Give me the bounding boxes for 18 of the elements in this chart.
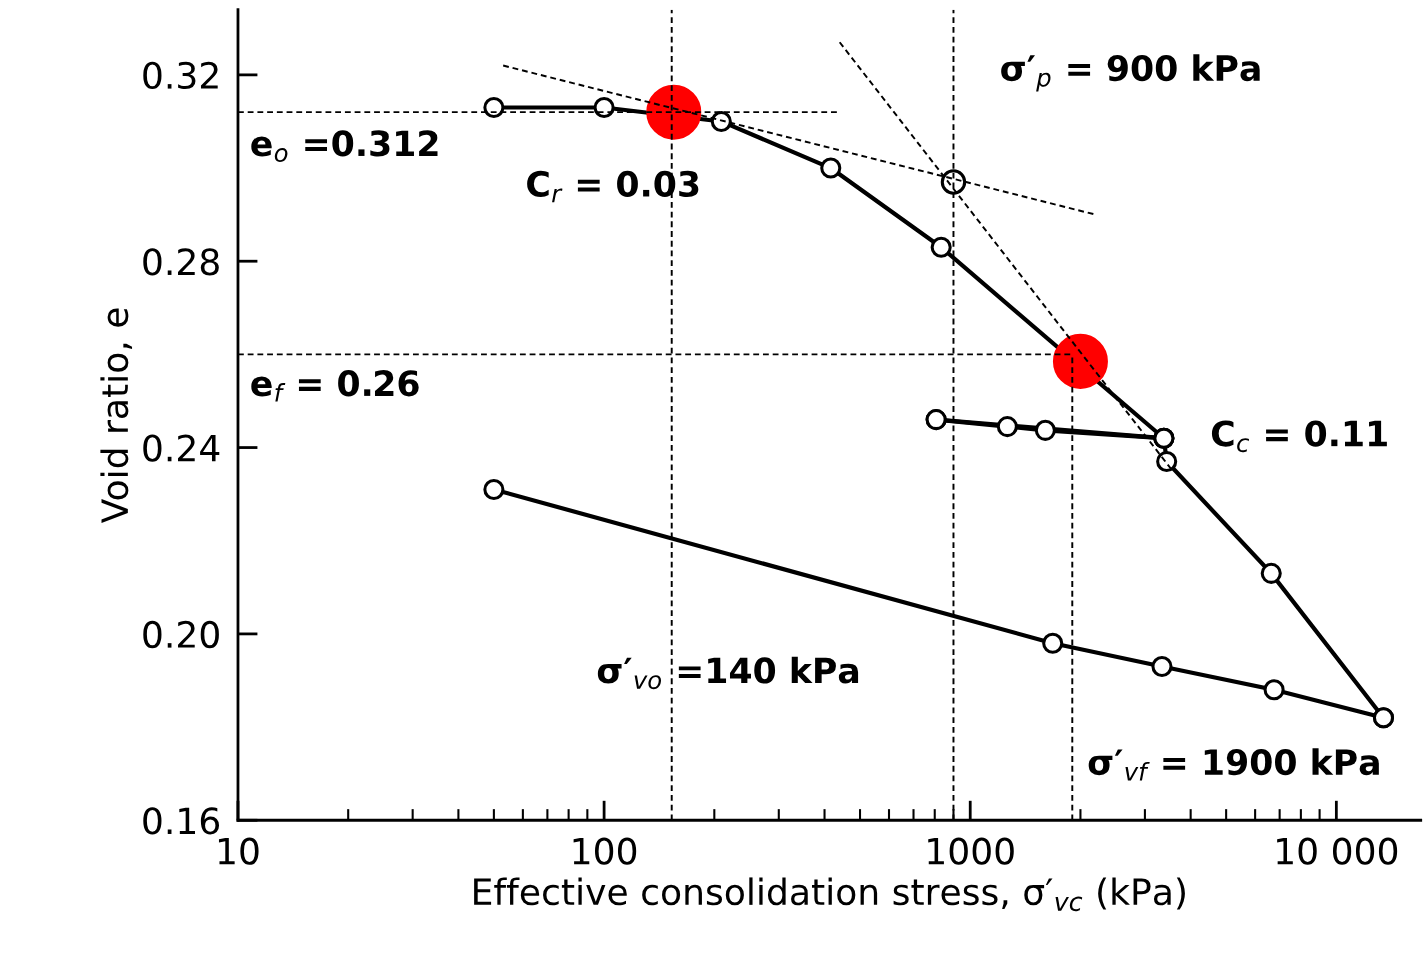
x-tick-label: 10 000 [1277, 837, 1398, 865]
annotation: e$_{f}$ = 0.26 [251, 370, 419, 402]
y-axis-title: Void ratio, e [100, 308, 133, 524]
annotation: σ′$_{p}$ = 900 kPa [1001, 54, 1260, 92]
annotation: σ′$_{vo}$ =140 kPa [597, 656, 859, 690]
x-tick-label: 1000 [928, 837, 1014, 865]
y-tick-label: 0.20 [143, 620, 219, 649]
y-tick-label: 0.28 [143, 248, 219, 276]
annotation: σ′$_{vf}$ = 1900 kPa [1088, 748, 1379, 781]
annotation: C$_{r}$ = 0.03 [527, 170, 699, 203]
x-tick-label: 10 [218, 837, 259, 865]
y-tick-label: 0.24 [143, 434, 220, 462]
annotation: C$_{c}$ = 0.11 [1211, 420, 1387, 453]
annotation: e$_{o}$ =0.312 [251, 130, 438, 162]
x-axis-title: Effective consolidation stress, σ′$_{vc}$ (kPa) [474, 877, 1185, 912]
y-tick-label: 0.32 [143, 61, 218, 90]
y-tick-label: 0.16 [143, 807, 220, 835]
x-tick-label: 100 [573, 837, 637, 865]
